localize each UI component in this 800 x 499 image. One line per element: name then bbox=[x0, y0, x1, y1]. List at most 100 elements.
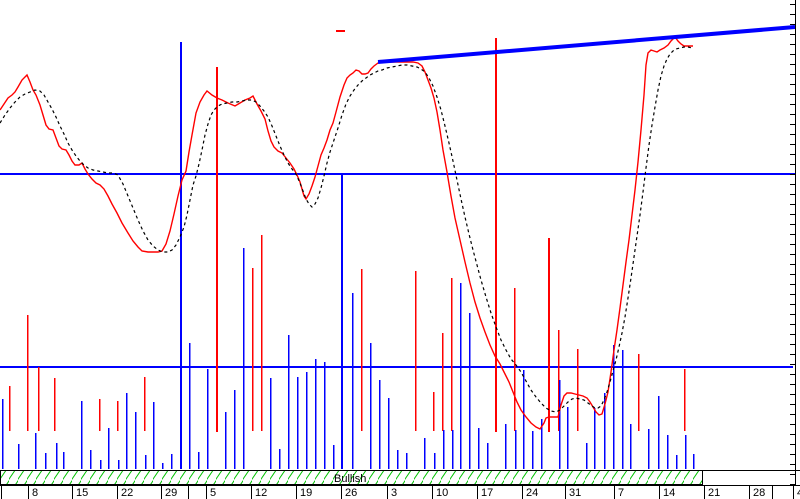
volume-bar bbox=[108, 428, 110, 469]
volume-bar bbox=[144, 377, 146, 431]
volume-bar bbox=[207, 369, 209, 469]
volume-bar bbox=[9, 386, 11, 431]
volume-bar bbox=[297, 377, 299, 469]
volume-bar bbox=[18, 444, 20, 469]
volume-bar bbox=[676, 455, 678, 469]
indicator-lines-layer bbox=[0, 35, 693, 430]
volume-bar bbox=[90, 450, 92, 469]
x-axis-label: 7 bbox=[618, 487, 624, 499]
volume-bar bbox=[118, 460, 120, 469]
volume-bar bbox=[99, 399, 101, 431]
volume-bar bbox=[586, 443, 588, 469]
volume-bar bbox=[333, 445, 335, 469]
x-axis-label: 29 bbox=[165, 487, 177, 499]
volume-bar bbox=[442, 333, 444, 431]
x-axis-label: 10 bbox=[436, 487, 448, 499]
volume-bar bbox=[234, 390, 236, 469]
volume-bar bbox=[162, 463, 164, 469]
x-axis-label: 21 bbox=[708, 487, 720, 499]
volume-bar bbox=[532, 431, 534, 469]
volume-bar bbox=[559, 380, 561, 469]
volume-bar bbox=[515, 430, 517, 469]
x-axis-label: 22 bbox=[121, 487, 133, 499]
volume-bar bbox=[361, 269, 363, 431]
volume-bar bbox=[443, 430, 445, 469]
volume-bars-layer bbox=[2, 235, 695, 469]
volume-bar bbox=[100, 460, 102, 469]
reference-lines-layer bbox=[0, 38, 795, 469]
volume-bar bbox=[38, 367, 40, 431]
status-ribbon bbox=[0, 470, 703, 485]
volume-bar bbox=[478, 428, 480, 469]
volume-bar bbox=[452, 430, 454, 469]
x-axis-label: 15 bbox=[76, 487, 88, 499]
volume-bar bbox=[487, 443, 489, 469]
volume-bar bbox=[56, 443, 58, 469]
volume-bar bbox=[567, 407, 569, 469]
volume-bar bbox=[451, 278, 453, 431]
volume-bar bbox=[315, 359, 317, 469]
volume-bar bbox=[117, 401, 119, 431]
volume-bar bbox=[279, 449, 281, 469]
volume-bar bbox=[81, 401, 83, 469]
volume-bar bbox=[126, 393, 128, 469]
volume-bar bbox=[288, 335, 290, 469]
volume-bar bbox=[252, 268, 254, 431]
status-ribbon-layer: Bullish bbox=[0, 470, 800, 485]
volume-bar bbox=[434, 453, 436, 469]
volume-bar bbox=[379, 380, 381, 469]
x-axis-label: 8 bbox=[32, 487, 38, 499]
x-axis-label: 17 bbox=[481, 487, 493, 499]
volume-bar bbox=[145, 455, 147, 469]
x-axis-label: 31 bbox=[569, 487, 581, 499]
volume-bar bbox=[558, 330, 560, 431]
volume-bar bbox=[243, 248, 245, 469]
x-axis-label: 3 bbox=[391, 487, 397, 499]
volume-bar bbox=[541, 419, 543, 469]
trendline[interactable] bbox=[377, 25, 796, 64]
volume-bar bbox=[225, 412, 227, 469]
volume-bar bbox=[189, 343, 191, 469]
volume-bar bbox=[684, 369, 686, 431]
volume-bar bbox=[424, 438, 426, 469]
volume-bar bbox=[604, 393, 606, 469]
volume-bar bbox=[415, 271, 417, 431]
volume-bar bbox=[388, 398, 390, 469]
volume-bar bbox=[433, 392, 435, 431]
volume-bar bbox=[514, 288, 516, 431]
trendline-layer bbox=[336, 25, 796, 64]
volume-bar bbox=[135, 412, 137, 469]
volume-bar bbox=[324, 362, 326, 469]
volume-bar bbox=[35, 433, 37, 469]
volume-bar bbox=[171, 454, 173, 469]
volume-bar bbox=[693, 454, 695, 469]
volume-bar bbox=[630, 424, 632, 469]
volume-bar bbox=[667, 435, 669, 469]
x-axis-label: 24 bbox=[526, 487, 538, 499]
volume-bar bbox=[270, 378, 272, 469]
volume-bar bbox=[261, 235, 263, 431]
volume-bar bbox=[2, 399, 4, 469]
volume-bar bbox=[622, 350, 624, 469]
volume-bar bbox=[460, 283, 462, 469]
x-axis-label: 14 bbox=[663, 487, 675, 499]
volume-bar bbox=[685, 435, 687, 469]
x-axis-label: 28 bbox=[753, 487, 765, 499]
x-axis-label: 19 bbox=[300, 487, 312, 499]
volume-bar bbox=[370, 343, 372, 469]
x-axis-label: 26 bbox=[345, 487, 357, 499]
volume-bar bbox=[27, 315, 29, 431]
volume-bar bbox=[406, 453, 408, 469]
volume-bar bbox=[198, 452, 200, 469]
x-axis-label: 4 bbox=[797, 487, 800, 499]
x-axis-label: 5 bbox=[210, 487, 216, 499]
red-indicator-line bbox=[0, 35, 693, 430]
volume-bar bbox=[352, 293, 354, 469]
volume-bar bbox=[306, 372, 308, 469]
volume-bar bbox=[638, 354, 640, 431]
volume-bar bbox=[45, 453, 47, 469]
x-axis-label: 12 bbox=[255, 487, 267, 499]
